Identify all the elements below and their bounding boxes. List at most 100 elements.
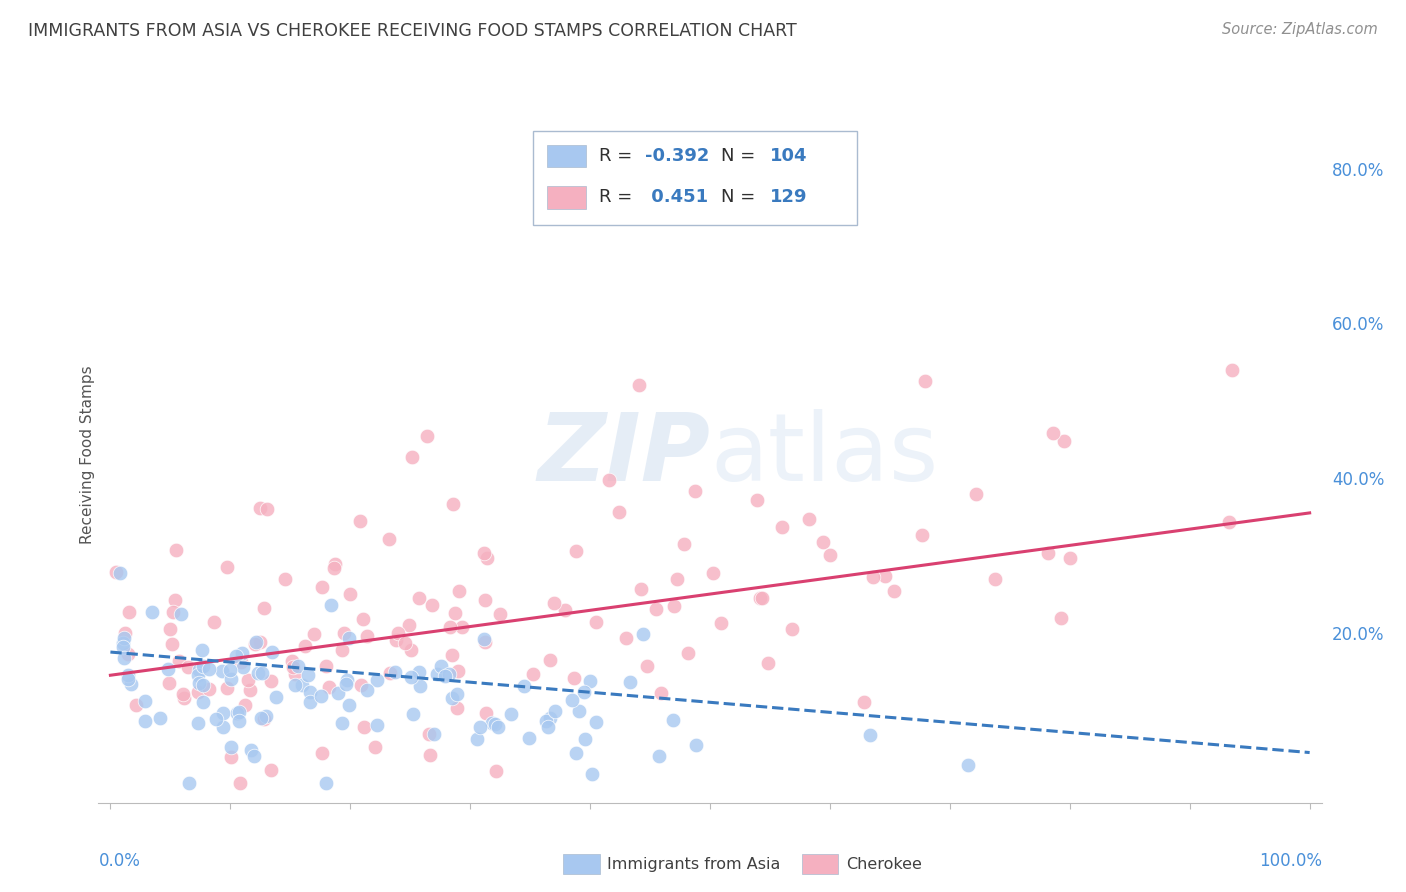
Point — [219, 673, 242, 687]
Point — [534, 714, 557, 729]
Point — [350, 678, 373, 692]
Point — [188, 664, 211, 678]
Point — [290, 678, 312, 692]
Point — [249, 500, 271, 515]
Point — [859, 728, 882, 742]
Point — [780, 623, 803, 637]
Point — [117, 672, 139, 686]
Point — [1059, 551, 1081, 566]
Point — [852, 695, 875, 709]
Point — [447, 584, 470, 599]
Point — [337, 698, 360, 712]
Point — [249, 634, 271, 648]
Point — [353, 720, 375, 734]
Point — [420, 598, 443, 612]
Point — [304, 627, 326, 641]
Point — [281, 659, 304, 673]
Point — [366, 673, 388, 688]
Point — [384, 665, 406, 679]
Point — [644, 602, 666, 616]
Point — [756, 656, 779, 670]
Point — [245, 634, 267, 648]
Point — [219, 663, 242, 677]
Point — [170, 607, 193, 621]
Point — [619, 675, 641, 690]
Point — [287, 659, 309, 673]
Point — [565, 746, 588, 760]
Point — [1222, 363, 1244, 377]
Point — [202, 615, 225, 630]
Point — [441, 648, 464, 663]
Point — [228, 714, 250, 728]
Point — [627, 378, 650, 392]
Point — [683, 483, 706, 498]
Point — [543, 596, 565, 610]
Text: N =: N = — [721, 147, 761, 165]
Point — [672, 536, 695, 550]
Point — [419, 748, 441, 763]
Point — [274, 572, 297, 586]
Point — [187, 685, 209, 699]
Point — [335, 677, 357, 691]
Point — [191, 643, 214, 657]
Point — [284, 666, 307, 681]
Point — [225, 648, 247, 663]
Point — [378, 665, 401, 680]
Point — [179, 776, 201, 790]
Point — [614, 631, 637, 645]
Point — [219, 739, 242, 754]
Point — [387, 626, 409, 640]
Point — [352, 612, 374, 626]
Point — [187, 716, 209, 731]
Point — [538, 711, 561, 725]
Point — [315, 658, 337, 673]
Point — [260, 764, 283, 778]
Point — [702, 566, 724, 581]
Point — [561, 693, 583, 707]
Point — [141, 605, 163, 619]
Point — [749, 591, 772, 605]
Text: Source: ZipAtlas.com: Source: ZipAtlas.com — [1222, 22, 1378, 37]
Text: R =: R = — [599, 188, 638, 206]
Point — [114, 626, 136, 640]
Point — [585, 715, 607, 730]
Point — [104, 565, 127, 579]
Point — [875, 569, 897, 583]
Point — [239, 683, 262, 698]
Point — [260, 674, 283, 689]
Point — [607, 505, 630, 519]
Point — [475, 706, 498, 720]
Point — [236, 673, 259, 687]
Point — [225, 706, 247, 721]
Point — [233, 698, 256, 713]
Point — [423, 727, 446, 741]
Point — [117, 668, 139, 682]
Point — [408, 679, 430, 693]
Point — [544, 705, 567, 719]
Point — [965, 487, 987, 501]
Point — [429, 659, 451, 673]
Point — [470, 720, 492, 734]
Text: 0.451: 0.451 — [645, 188, 709, 206]
Point — [399, 670, 422, 684]
Point — [522, 667, 544, 681]
Text: atlas: atlas — [710, 409, 938, 501]
Point — [319, 598, 342, 612]
Point — [211, 664, 233, 678]
Point — [217, 559, 239, 574]
Point — [883, 583, 905, 598]
Point — [378, 533, 401, 547]
Point — [911, 528, 934, 542]
Point — [311, 580, 333, 594]
Point — [408, 665, 430, 680]
Point — [243, 748, 266, 763]
Point — [474, 634, 496, 648]
Point — [280, 654, 302, 668]
Point — [356, 682, 378, 697]
Point — [318, 680, 340, 694]
Point — [398, 618, 420, 632]
Point — [315, 776, 337, 790]
FancyBboxPatch shape — [547, 186, 586, 209]
Point — [245, 637, 267, 651]
Point — [240, 742, 263, 756]
